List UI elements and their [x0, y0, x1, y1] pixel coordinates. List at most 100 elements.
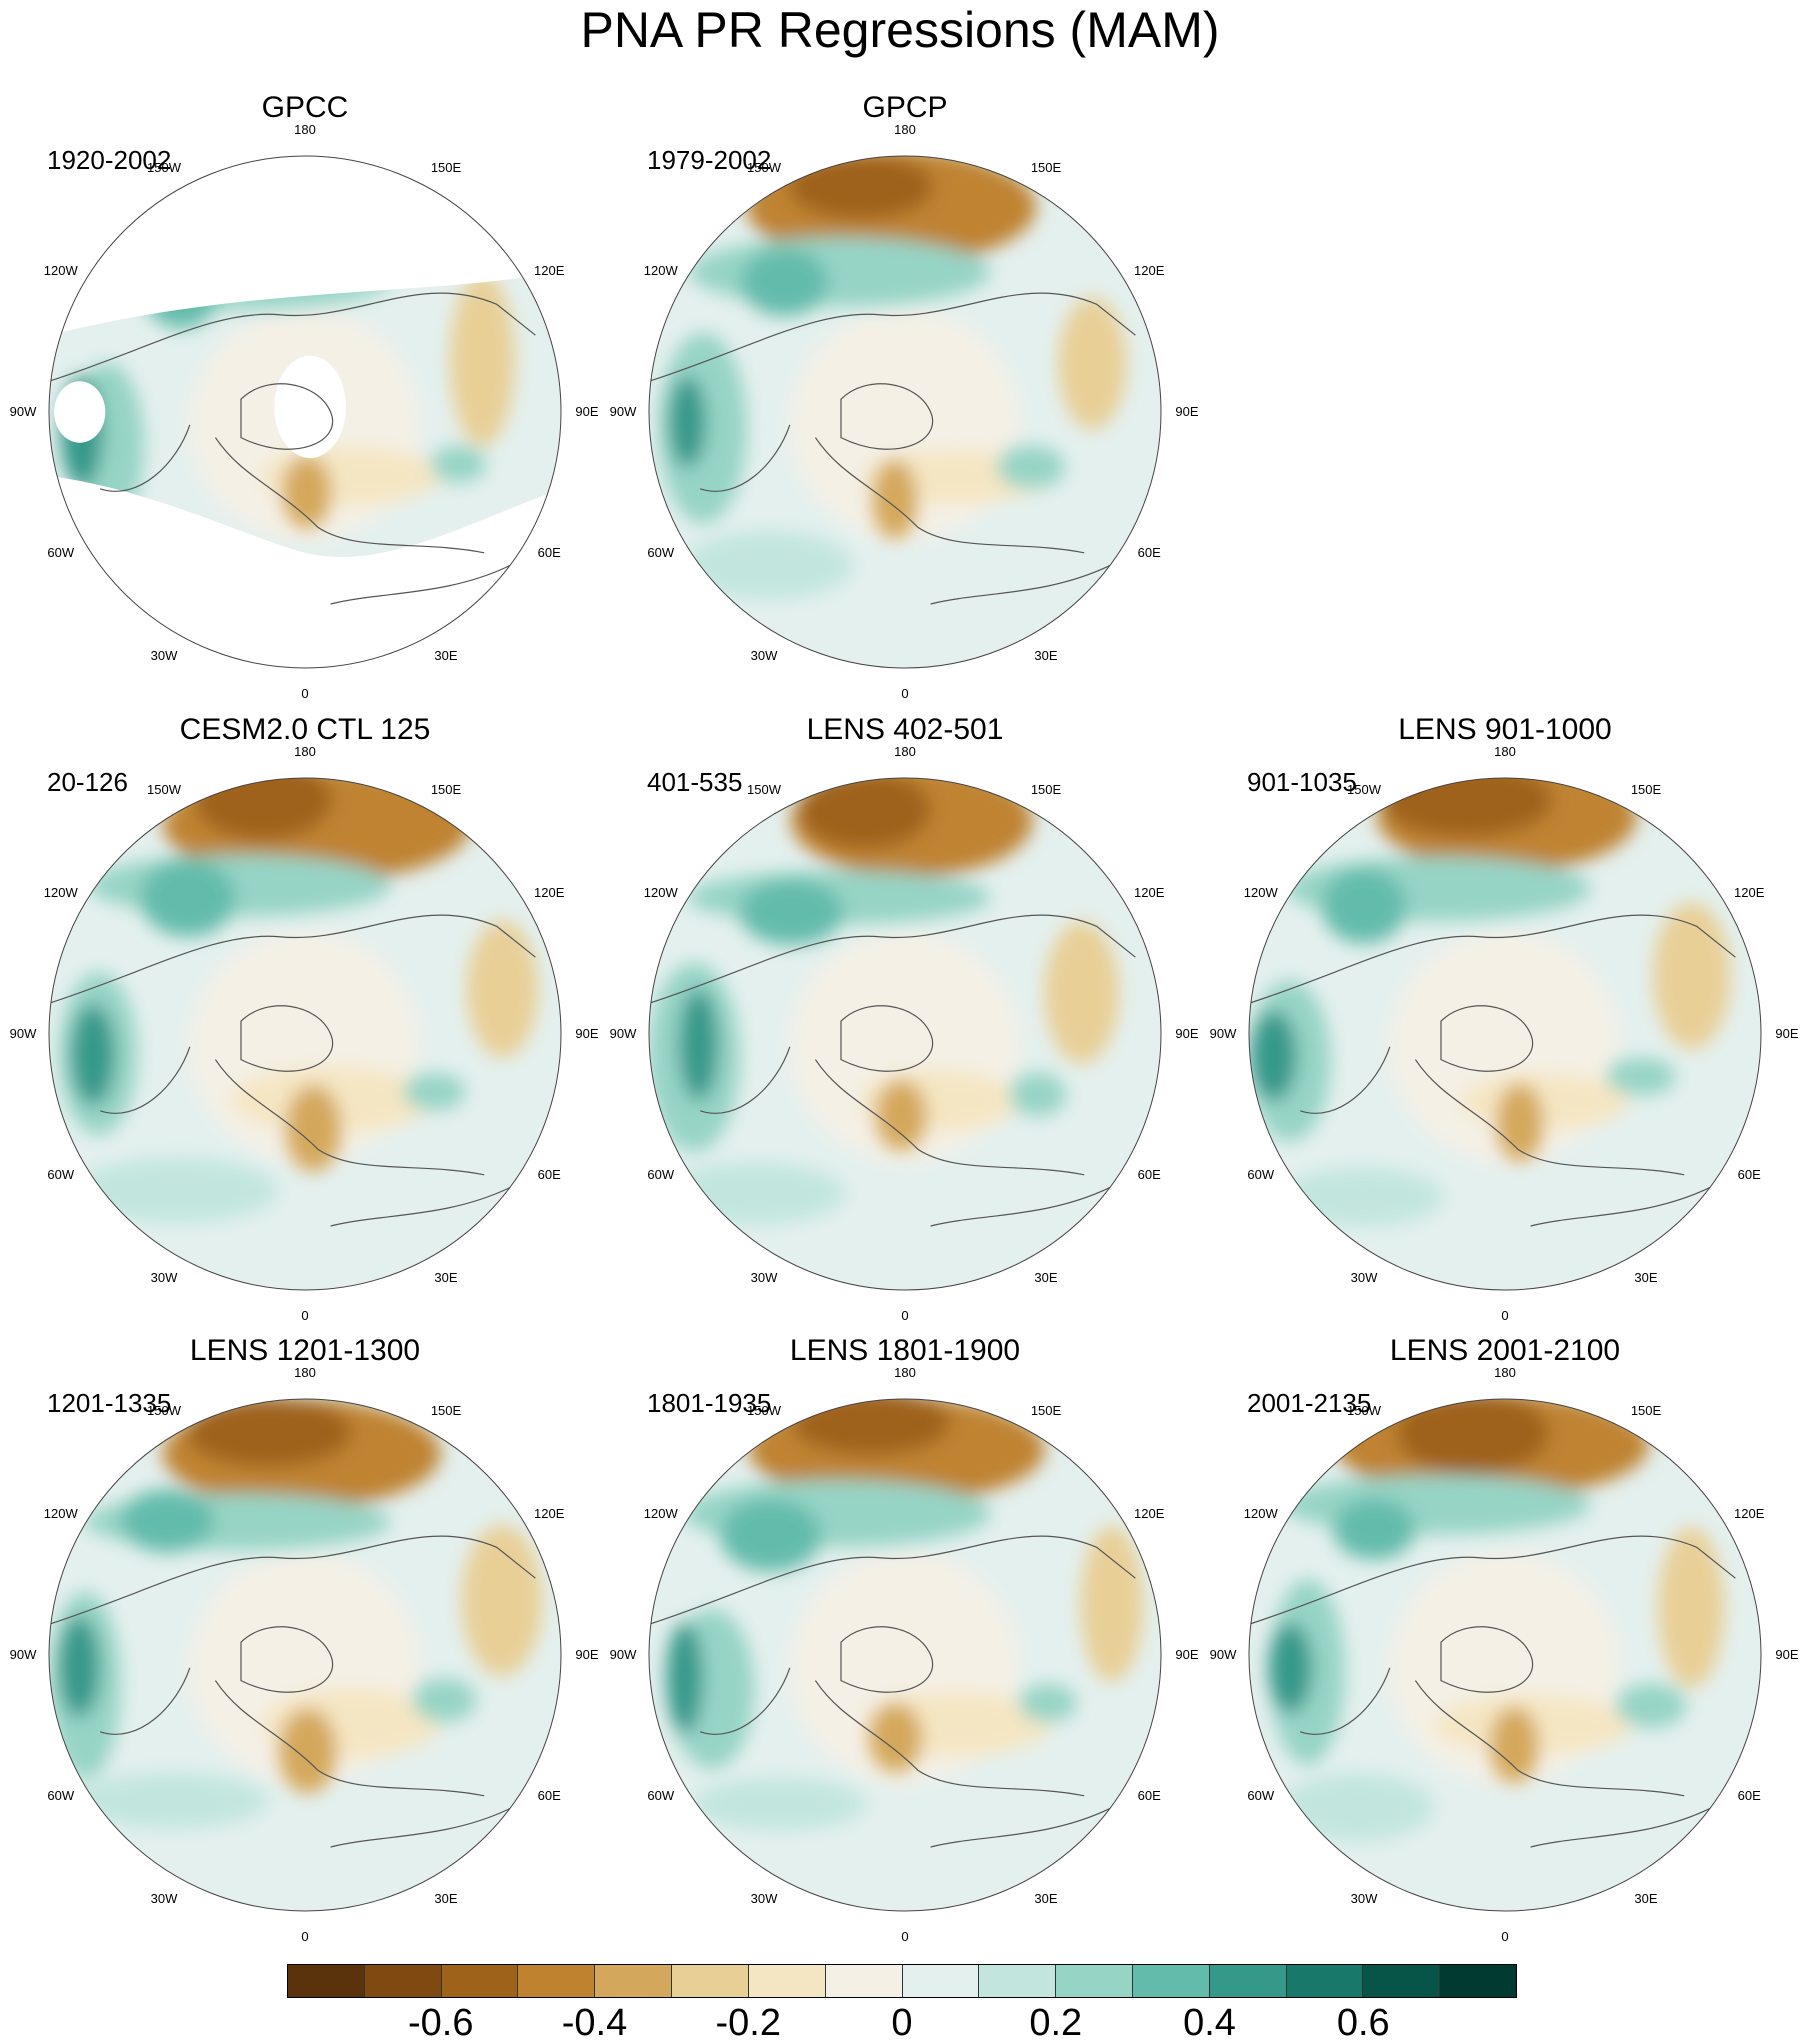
longitude-label: 0 [901, 1308, 909, 1323]
longitude-label: 180 [894, 1365, 916, 1380]
colorbar-cell [748, 1965, 826, 1997]
longitude-label: 150W [747, 159, 781, 175]
longitude-label: 90E [1775, 1026, 1799, 1041]
longitude-label: 120W [43, 1506, 78, 1521]
longitude-label: 90E [1175, 1026, 1199, 1041]
colorbar-tick-label: 0.2 [1029, 2002, 1083, 2044]
longitude-label: 90E [1175, 404, 1199, 419]
panel-period: 1979-2002 [647, 145, 772, 175]
colorbar-cell [1286, 1965, 1364, 1997]
longitude-label: 180 [1494, 1365, 1516, 1380]
panel-title: GPCC [261, 91, 349, 124]
longitude-label: 30W [150, 1270, 178, 1286]
panel-period: 1201-1335 [47, 1388, 172, 1418]
colorbar-tick-label: 0.4 [1183, 2002, 1236, 2044]
longitude-label: 60E [1737, 1167, 1761, 1182]
longitude-label: 30E [434, 648, 458, 664]
longitude-label: 0 [1501, 1308, 1509, 1323]
longitude-label: 0 [1501, 1929, 1509, 1944]
longitude-label: 60E [1137, 545, 1161, 560]
longitude-label: 30W [750, 648, 778, 664]
polar-map [48, 777, 562, 1291]
longitude-label: 180 [294, 122, 316, 137]
colorbar-tick-label: -0.4 [561, 2002, 628, 2044]
longitude-label: 120W [643, 885, 678, 900]
longitude-label: 120W [1243, 1506, 1278, 1521]
longitude-label: 30W [150, 1891, 178, 1907]
longitude-label: 180 [294, 744, 316, 759]
longitude-label: 30E [1634, 1270, 1658, 1286]
longitude-label: 120E [1134, 885, 1165, 900]
longitude-label: 120E [1134, 1506, 1165, 1521]
longitude-label: 0 [901, 1929, 909, 1944]
panel-period: 1920-2002 [47, 145, 172, 175]
longitude-label: 150W [147, 159, 181, 175]
longitude-label: 150W [747, 1402, 781, 1418]
longitude-label: 60W [1247, 1788, 1275, 1803]
longitude-label: 90W [609, 1647, 637, 1662]
panel-period: 1801-1935 [647, 1388, 772, 1418]
longitude-label: 60W [1247, 1167, 1275, 1182]
longitude-label: 90E [575, 1026, 599, 1041]
colorbar-cell [825, 1965, 903, 1997]
colorbar-cell [518, 1965, 596, 1997]
colorbar-cell [1056, 1965, 1133, 1997]
colorbar-cell [288, 1965, 365, 1997]
longitude-label: 90W [1209, 1647, 1237, 1662]
colorbar-tick-label: 0.6 [1336, 2002, 1390, 2044]
panel-title: LENS 901-1000 [1398, 713, 1612, 746]
longitude-label: 30E [1034, 1270, 1058, 1286]
longitude-label: 60W [47, 1788, 75, 1803]
longitude-label: 0 [301, 1308, 309, 1323]
panel-period: 2001-2135 [1247, 1388, 1372, 1418]
longitude-label: 120E [1734, 885, 1765, 900]
longitude-label: 30W [1350, 1891, 1378, 1907]
longitude-label: 60E [537, 1788, 561, 1803]
colorbar-cell [979, 1965, 1057, 1997]
colorbar-cell [902, 1965, 980, 1997]
longitude-label: 150E [1030, 159, 1062, 175]
longitude-label: 90E [575, 1647, 599, 1662]
longitude-label: 90W [1209, 1026, 1237, 1041]
longitude-label: 30E [1634, 1891, 1658, 1907]
longitude-label: 150E [1630, 1402, 1662, 1418]
longitude-label: 120W [643, 263, 678, 278]
longitude-label: 90W [609, 404, 637, 419]
longitude-label: 150E [1030, 781, 1062, 797]
longitude-label: 60W [47, 1167, 75, 1182]
longitude-label: 60W [647, 545, 675, 560]
longitude-label: 180 [894, 122, 916, 137]
longitude-label: 0 [901, 686, 909, 701]
polar-map [48, 1398, 562, 1912]
polar-map [48, 155, 562, 669]
colorbar-cell [1209, 1965, 1287, 1997]
colorbar-cell [595, 1965, 673, 1997]
colorbar-cell [364, 1965, 442, 1997]
panel-period: 20-126 [47, 767, 128, 797]
longitude-label: 180 [294, 1365, 316, 1380]
longitude-label: 180 [894, 744, 916, 759]
colorbar-cell [1132, 1965, 1210, 1997]
longitude-label: 150E [430, 159, 462, 175]
longitude-label: 90E [1775, 1647, 1799, 1662]
figure-title: PNA PR Regressions (MAM) [580, 2, 1220, 58]
longitude-label: 30W [750, 1270, 778, 1286]
longitude-label: 30E [434, 1270, 458, 1286]
longitude-label: 30E [1034, 648, 1058, 664]
longitude-label: 120W [43, 263, 78, 278]
longitude-label: 120W [43, 885, 78, 900]
longitude-label: 90W [9, 404, 37, 419]
longitude-label: 30W [150, 648, 178, 664]
longitude-label: 60E [1737, 1788, 1761, 1803]
colorbar-tick-label: -0.2 [715, 2002, 781, 2044]
longitude-label: 60W [47, 545, 75, 560]
longitude-label: 150W [1347, 1402, 1381, 1418]
longitude-label: 30E [1034, 1891, 1058, 1907]
longitude-label: 60E [1137, 1788, 1161, 1803]
longitude-label: 30W [750, 1891, 778, 1907]
longitude-label: 150W [147, 781, 181, 797]
longitude-label: 60E [537, 545, 561, 560]
longitude-label: 0 [301, 686, 309, 701]
longitude-label: 120E [534, 263, 565, 278]
panel-title: LENS 402-501 [806, 713, 1004, 746]
